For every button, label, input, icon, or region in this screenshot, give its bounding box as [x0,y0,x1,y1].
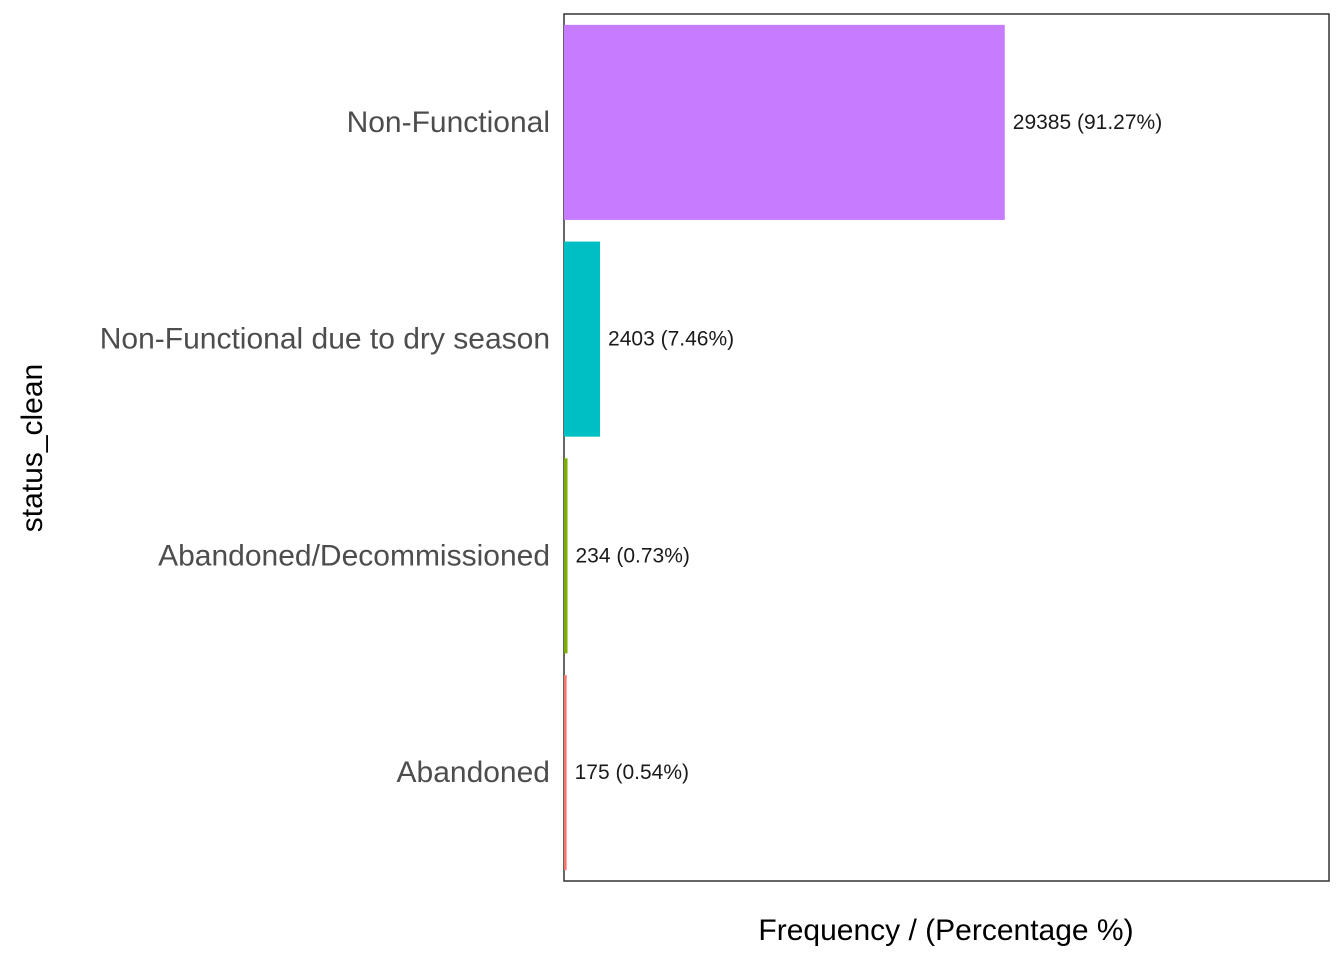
data-label: 2403 (7.46%) [608,328,734,351]
bar-abandoned [564,675,567,871]
bars-layer [564,24,1005,871]
y-axis-title: status_clean [16,364,49,532]
y-tick-label: Non-Functional [347,106,550,139]
data-label: 29385 (91.27%) [1013,111,1162,134]
bar-non-functional [564,24,1005,220]
x-axis-title: Frequency / (Percentage %) [758,914,1133,947]
panel-border [563,13,1330,882]
data-label: 175 (0.54%) [575,761,689,784]
category-labels-layer: Abandoned Abandoned/Decommissioned Non-Fun… [100,106,550,789]
y-tick-label: Abandoned/Decommissioned [158,539,550,572]
data-labels-layer: 175 (0.54%) 234 (0.73%) 2403 (7.46%) 29385 … [575,111,1163,784]
data-label: 234 (0.73%) [576,544,690,567]
y-tick-label: Non-Functional due to dry season [100,323,550,356]
bar-non-functional-due-to-dry-season [564,241,601,437]
y-tick-label: Abandoned [397,756,551,789]
bar-abandoned-decommissioned [564,458,568,654]
